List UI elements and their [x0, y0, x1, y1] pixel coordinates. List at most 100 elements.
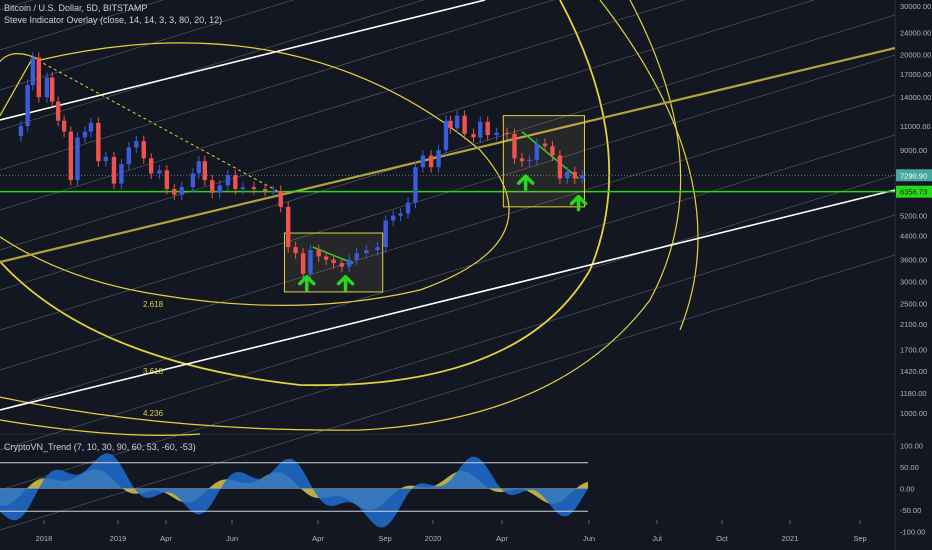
- channel-line: [0, 0, 425, 131]
- fib-arc-3618: [0, 0, 611, 387]
- price-tick-label: 17000.00: [900, 70, 931, 79]
- candle: [443, 120, 449, 151]
- candle: [383, 220, 388, 248]
- candle: [141, 141, 146, 159]
- channel-lower: [0, 189, 896, 411]
- price-tick-label: 30000.00: [900, 2, 931, 11]
- arrow-up-2: [336, 274, 355, 292]
- candle: [390, 215, 396, 221]
- candle: [88, 122, 94, 132]
- fib-arc-4236: [0, 0, 682, 431]
- candle: [149, 158, 154, 174]
- indicator-label: Steve Indicator Overlay (close, 14, 14, …: [4, 15, 223, 25]
- sub-indicator-label: CryptoVN_Trend (7, 10, 30, 90, 60, 53, -…: [4, 442, 196, 452]
- channel-line: [0, 214, 896, 491]
- channel-line: [0, 0, 555, 171]
- fib-label-2618: 2.618: [143, 300, 164, 309]
- support-price-label-bg: [896, 185, 932, 198]
- fib-arcs: [0, 0, 699, 436]
- candle: [308, 250, 313, 274]
- current-price-label: 7290.90: [900, 171, 927, 180]
- candle: [225, 175, 231, 186]
- channel-line: [0, 134, 896, 411]
- price-tick-label: 3600.00: [900, 256, 927, 265]
- osc-tick-label: 0.00: [900, 485, 915, 494]
- channel-mid: [0, 46, 896, 264]
- arrow-up-4: [569, 194, 588, 212]
- candle: [354, 253, 359, 260]
- trend-dashed: [32, 57, 278, 192]
- candle: [68, 131, 73, 181]
- price-tick-label: 1420.00: [900, 367, 927, 376]
- candle: [504, 132, 510, 134]
- channel-upper: [0, 0, 486, 121]
- candle: [436, 150, 441, 168]
- channel-line: [0, 94, 896, 371]
- candle: [331, 259, 336, 264]
- time-tick-label: 2018: [36, 534, 53, 543]
- candle: [364, 250, 369, 254]
- support-price-label: 6356.73: [900, 188, 927, 197]
- candle: [462, 115, 467, 134]
- candle: [580, 175, 585, 179]
- candle: [347, 259, 352, 267]
- candle: [36, 57, 41, 98]
- candle: [240, 187, 245, 190]
- candle: [278, 190, 283, 207]
- candle: [527, 159, 532, 162]
- candle: [557, 155, 563, 179]
- price-tick-label: 9000.00: [900, 146, 927, 155]
- candle: [323, 256, 329, 260]
- osc-tick-label: 50.00: [900, 463, 919, 472]
- osc-blue-area: [0, 453, 588, 528]
- time-tick-label: Jul: [652, 534, 662, 543]
- time-tick-label: Sep: [853, 534, 866, 543]
- candle: [375, 247, 380, 251]
- candle: [534, 143, 540, 160]
- channel-line: [0, 0, 294, 91]
- time-tick-label: Oct: [716, 534, 729, 543]
- candle: [82, 131, 88, 138]
- price-tick-label: 1700.00: [900, 346, 927, 355]
- candle: [44, 77, 50, 98]
- candle: [398, 213, 403, 216]
- candle: [103, 156, 108, 162]
- candle: [202, 161, 207, 181]
- price-tick-label: 11000.00: [900, 122, 931, 131]
- fib-arc-outer: [599, 0, 699, 331]
- time-tick-label: 2020: [425, 534, 442, 543]
- candle: [454, 115, 460, 129]
- channel-line: [0, 174, 896, 451]
- candles: [18, 52, 585, 280]
- highlight-box-2020: [502, 115, 585, 208]
- price-tick-label: 2100.00: [900, 320, 927, 329]
- time-tick-label: 2021: [782, 534, 799, 543]
- candle: [512, 133, 517, 159]
- candle: [25, 85, 30, 127]
- candle: [413, 167, 418, 203]
- time-tick-label: Apr: [160, 534, 172, 543]
- candle: [217, 185, 222, 193]
- current-price-label-bg: [896, 169, 932, 182]
- price-tick-label: 3000.00: [900, 278, 927, 287]
- fib-label-3618: 3.618: [143, 367, 164, 376]
- candle: [485, 121, 490, 136]
- candle: [96, 122, 101, 162]
- candle: [405, 202, 411, 214]
- channel-line: [0, 14, 896, 291]
- time-tick-label: 2019: [110, 534, 127, 543]
- candle: [190, 173, 196, 188]
- arrow-up-3: [516, 174, 535, 191]
- candle: [179, 187, 184, 195]
- candle: [49, 77, 55, 102]
- candle: [157, 170, 162, 174]
- time-tick-label: Apr: [312, 534, 324, 543]
- price-tick-label: 14000.00: [900, 93, 931, 102]
- candle: [519, 158, 525, 162]
- candle: [550, 146, 555, 156]
- candle: [293, 247, 298, 254]
- candle: [316, 250, 321, 257]
- price-tick-label: 2500.00: [900, 299, 927, 308]
- time-tick-label: Sep: [378, 534, 391, 543]
